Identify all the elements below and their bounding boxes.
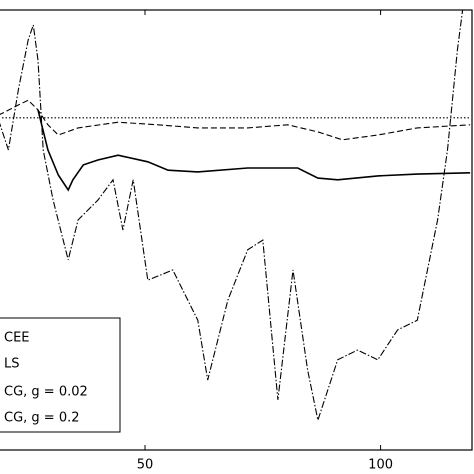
series-line: [0, 99, 471, 141]
x-tick-label: 50: [137, 458, 154, 473]
x-tick-label: 100: [368, 458, 393, 473]
legend: CEE LS CG, g = 0.02 CG, g = 0.2: [0, 317, 121, 433]
legend-label: CG, g = 0.2: [4, 411, 80, 426]
legend-label: CEE: [4, 331, 30, 346]
legend-box: [0, 317, 121, 433]
plot-frame: [0, 9, 473, 451]
legend-label: CG, g = 0.02: [4, 385, 88, 400]
series-line: [37, 109, 471, 192]
series-line: [0, 9, 464, 423]
legend-label: LS: [4, 357, 20, 372]
